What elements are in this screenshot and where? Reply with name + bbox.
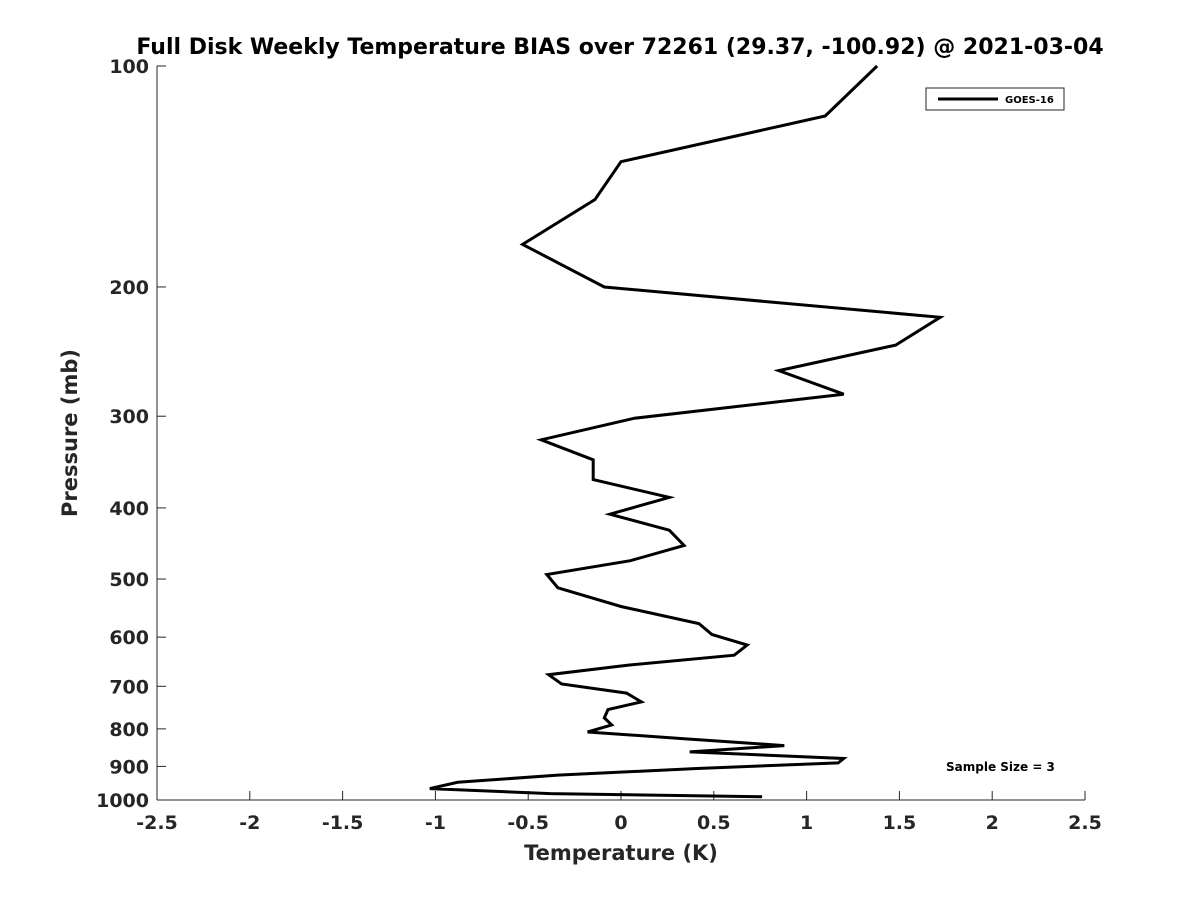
- y-tick-label: 700: [109, 676, 149, 698]
- legend-label: GOES-16: [1005, 95, 1054, 106]
- x-axis-ticks: -2.5 -2 -1.5 -1 -0.5 0 0.5 1 1.5 2 2.5: [136, 791, 1102, 834]
- x-tick-label: 2.5: [1068, 812, 1102, 834]
- x-tick-label: -2: [239, 812, 260, 834]
- y-tick-label: 900: [109, 756, 149, 778]
- y-tick-label: 200: [109, 277, 149, 299]
- chart-title: Full Disk Weekly Temperature BIAS over 7…: [136, 35, 1103, 60]
- y-tick-label: 600: [109, 627, 149, 649]
- legend: GOES-16: [925, 87, 1065, 111]
- x-tick-label: 1.5: [883, 812, 917, 834]
- y-tick-label: 100: [109, 56, 149, 78]
- y-tick-label: 500: [109, 569, 149, 591]
- y-axis-label: Pressure (mb): [58, 349, 82, 517]
- x-tick-label: -1.5: [322, 812, 364, 834]
- x-tick-label: 0: [614, 812, 627, 834]
- x-axis: -2.5 -2 -1.5 -1 -0.5 0 0.5 1 1.5 2 2.5 Temperature…: [136, 791, 1102, 865]
- x-tick-label: 2: [986, 812, 999, 834]
- x-axis-label: Temperature (K): [524, 841, 718, 865]
- x-tick-label: 0.5: [697, 812, 731, 834]
- x-tick-label: -0.5: [507, 812, 549, 834]
- x-tick-label: -1: [425, 812, 446, 834]
- y-tick-label: 1000: [96, 790, 149, 812]
- y-axis: 100 200 300 400 500 600 700 800 900 1000 Pressure…: [58, 56, 166, 812]
- sample-size-annotation: Sample Size = 3: [946, 760, 1055, 774]
- x-tick-label: 1: [800, 812, 813, 834]
- series-line: [429, 64, 945, 799]
- y-tick-label: 400: [109, 498, 149, 520]
- x-tick-label: -2.5: [136, 812, 178, 834]
- y-tick-label: 300: [109, 406, 149, 428]
- y-axis-ticks: 100 200 300 400 500 600 700 800 900 1000: [96, 56, 166, 812]
- series-layer: [429, 64, 945, 799]
- y-tick-label: 800: [109, 719, 149, 741]
